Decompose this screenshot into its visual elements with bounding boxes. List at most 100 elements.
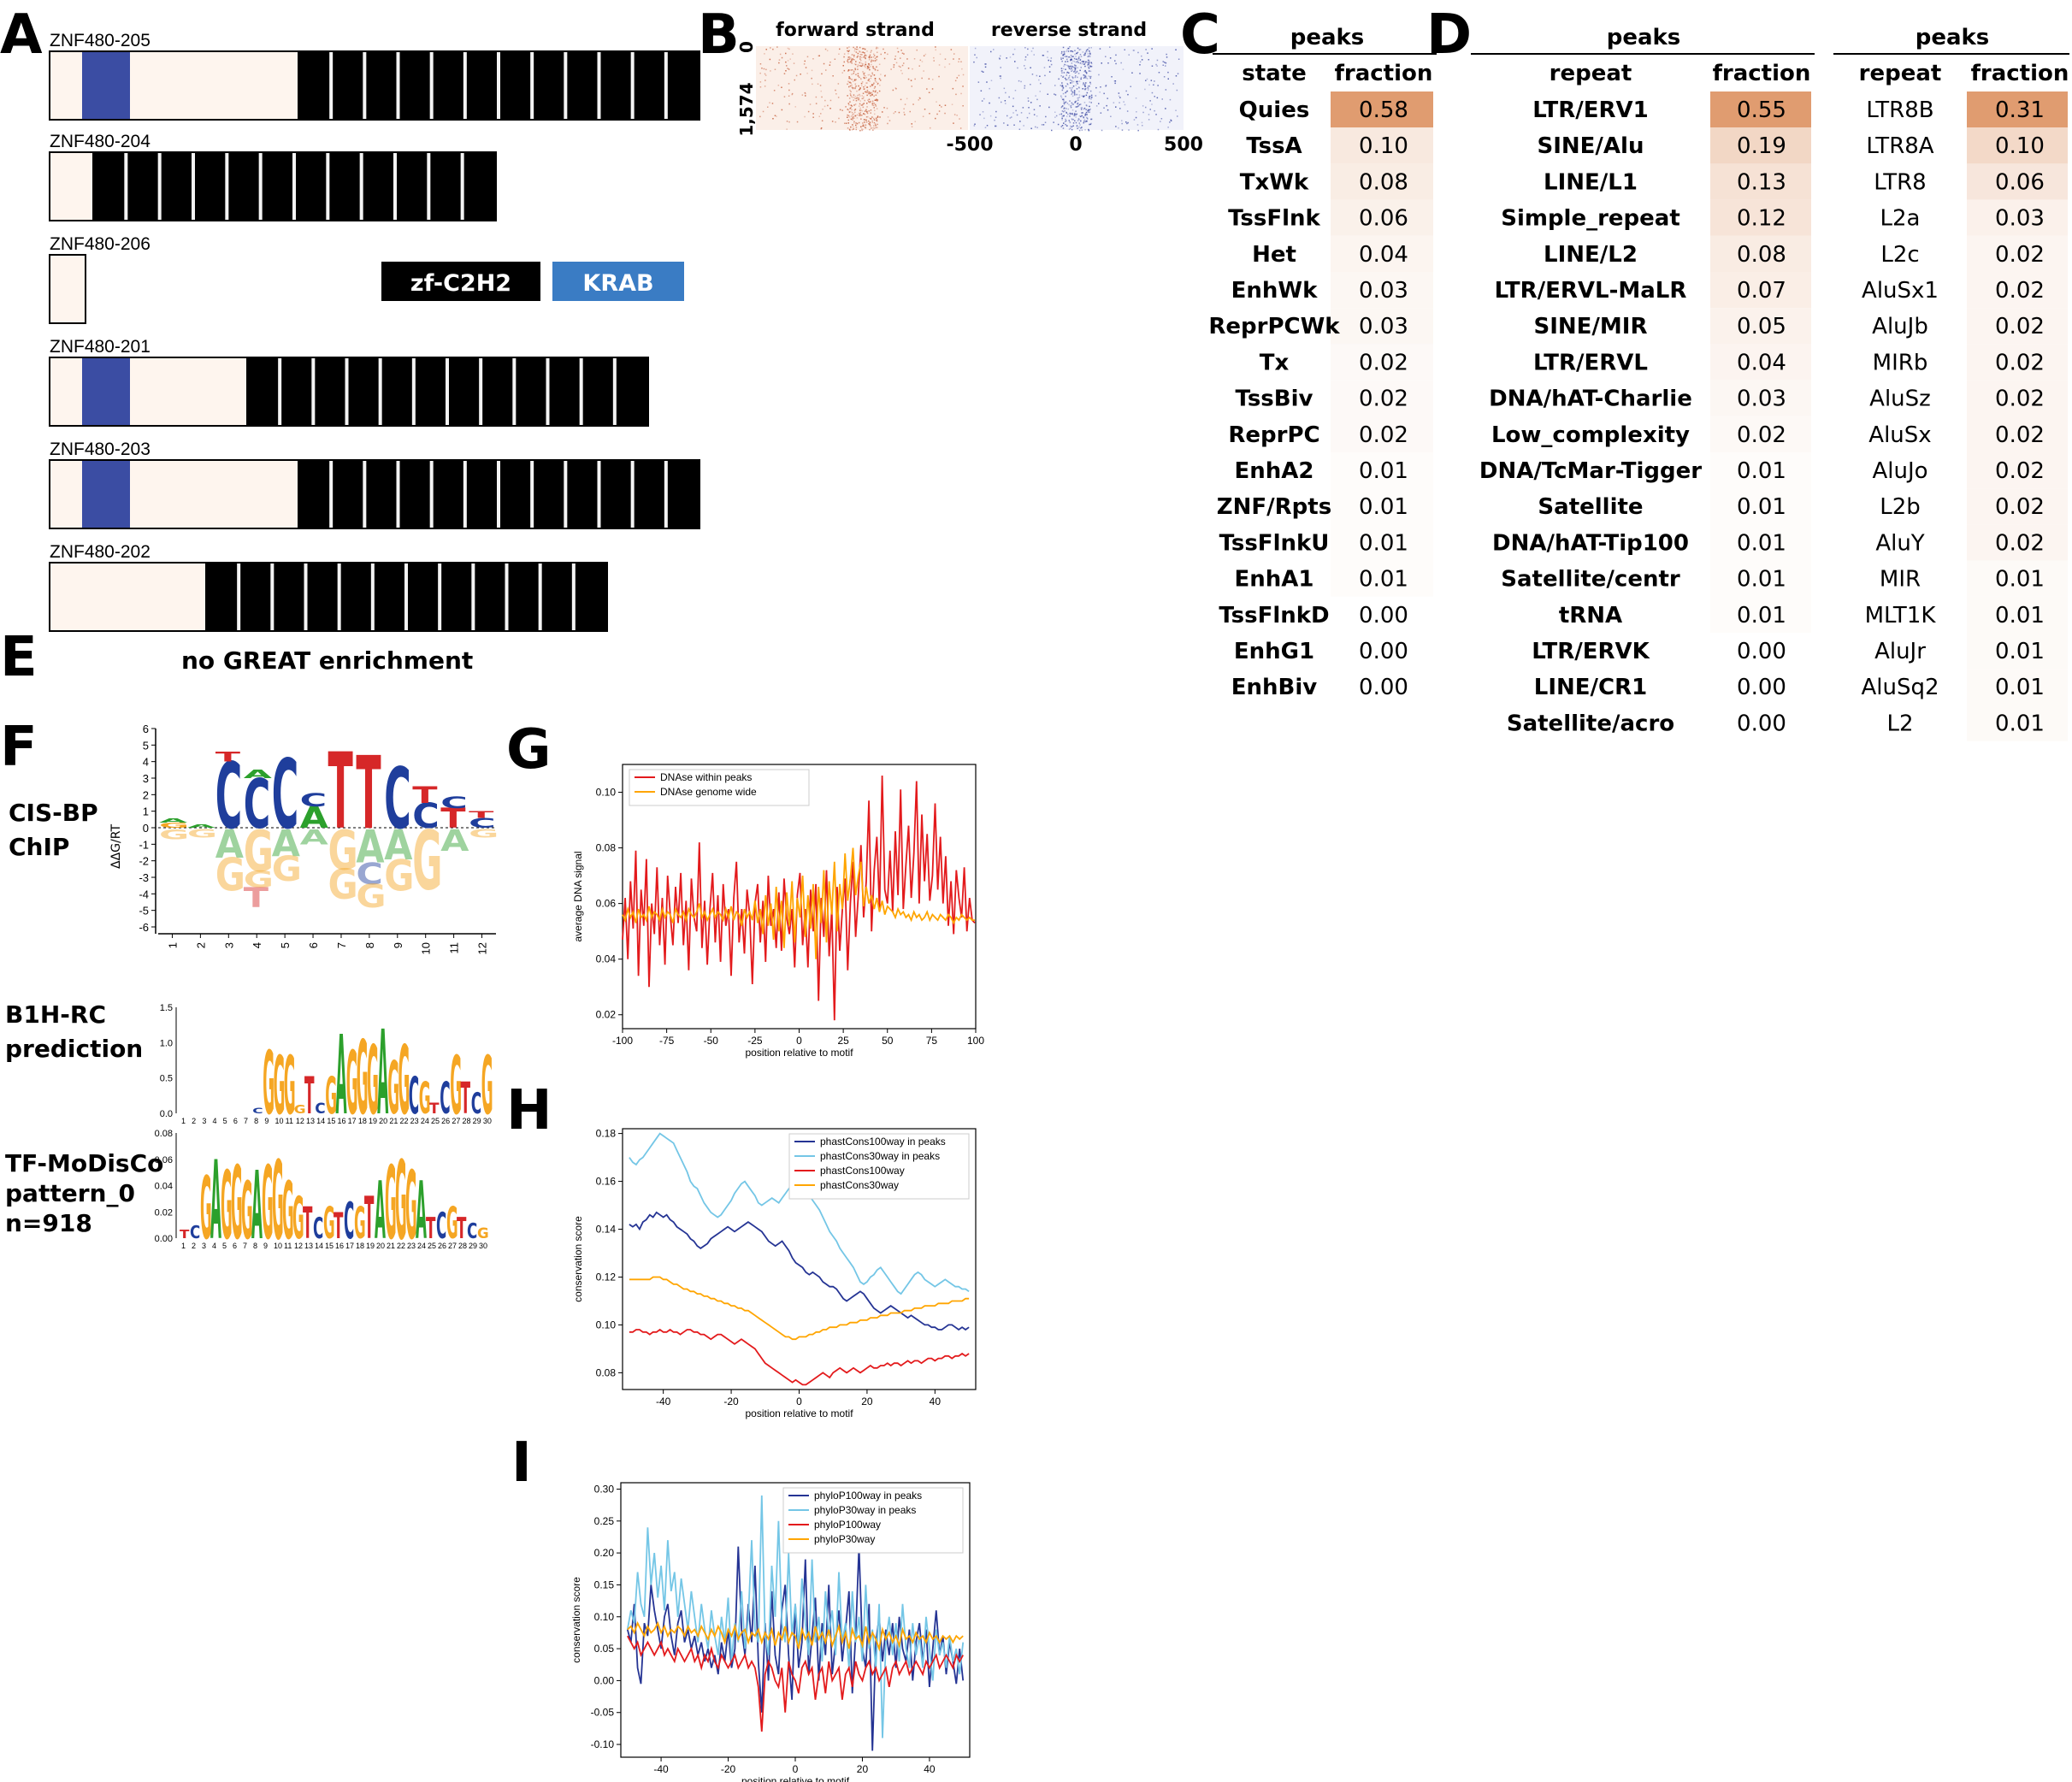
forward-read-mark xyxy=(847,119,849,121)
table-fraction-cell xyxy=(1967,669,2068,705)
forward-read-mark xyxy=(862,125,865,127)
cisbp-y-tick-label: 4 xyxy=(143,756,149,769)
reverse-read-mark xyxy=(1074,68,1076,70)
reverse-read-mark xyxy=(1090,47,1092,49)
motif-letter-A: A xyxy=(272,823,300,865)
zf-c2h2-separator xyxy=(505,564,509,630)
table-row-fraction: 0.01 xyxy=(1995,567,2045,593)
forward-read-mark xyxy=(792,53,794,55)
reverse-read-mark xyxy=(1077,57,1080,59)
reverse-read-mark xyxy=(1125,121,1127,123)
reverse-read-mark xyxy=(1082,51,1084,53)
chart-g-x-tick-label: 25 xyxy=(837,1035,849,1047)
reverse-read-mark xyxy=(1136,124,1139,126)
forward-read-mark xyxy=(898,111,900,114)
forward-read-mark xyxy=(868,56,870,58)
forward-read-mark xyxy=(869,92,871,95)
table-row-fraction: 0.01 xyxy=(1995,675,2045,700)
reverse-read-mark xyxy=(1078,103,1081,106)
forward-read-mark xyxy=(874,60,877,62)
reverse-read-mark xyxy=(1083,108,1085,110)
reverse-read-mark xyxy=(976,56,977,59)
forward-read-mark xyxy=(853,56,855,58)
reverse-read-mark xyxy=(1084,62,1086,64)
motif-label-b1h: B1H-RC prediction xyxy=(5,1000,143,1063)
forward-read-mark xyxy=(804,91,806,94)
forward-read-mark xyxy=(865,124,867,127)
forward-read-mark xyxy=(853,128,854,130)
forward-read-mark xyxy=(873,53,875,56)
zf-c2h2-separator xyxy=(370,564,375,630)
forward-read-mark xyxy=(829,62,831,63)
reverse-read-mark xyxy=(1146,78,1148,80)
forward-read-mark xyxy=(853,115,854,118)
forward-read-mark xyxy=(864,77,865,80)
forward-read-mark xyxy=(825,69,827,71)
reverse-read-mark xyxy=(1083,77,1085,79)
forward-read-mark xyxy=(875,125,877,127)
table-row-name: AluSx xyxy=(1868,422,1931,448)
reverse-read-mark xyxy=(1058,78,1060,80)
reverse-read-mark xyxy=(1165,65,1166,67)
forward-read-mark xyxy=(859,103,861,105)
table-column-header: fraction xyxy=(1713,61,1811,86)
forward-read-mark xyxy=(852,114,853,115)
forward-read-mark xyxy=(944,66,946,68)
reverse-read-mark xyxy=(1083,95,1085,97)
reverse-read-mark xyxy=(1000,55,1001,57)
forward-read-mark xyxy=(850,115,853,117)
forward-read-mark xyxy=(849,85,852,87)
forward-read-mark xyxy=(859,111,862,114)
forward-read-mark xyxy=(781,56,783,59)
forward-read-mark xyxy=(875,94,877,96)
forward-read-mark xyxy=(857,98,859,101)
reverse-read-mark xyxy=(1099,91,1101,93)
reverse-read-mark xyxy=(1074,102,1076,103)
forward-read-mark xyxy=(907,68,910,69)
motif-label-modisco-line1: TF-MoDisCo xyxy=(5,1149,163,1177)
reverse-read-mark xyxy=(1087,89,1089,91)
forward-read-mark xyxy=(774,68,776,70)
reverse-read-mark xyxy=(1063,122,1065,124)
forward-read-mark xyxy=(864,91,866,93)
reverse-read-mark xyxy=(1035,95,1036,97)
forward-read-mark xyxy=(918,65,920,67)
reverse-read-mark xyxy=(1163,76,1166,78)
reverse-read-mark xyxy=(1062,46,1065,49)
forward-read-mark xyxy=(874,103,877,106)
forward-read-mark xyxy=(869,121,871,123)
forward-read-mark xyxy=(866,50,868,52)
table-row-name: TssA xyxy=(1246,133,1302,159)
reverse-read-mark xyxy=(1039,91,1041,92)
motif-letter-T: T xyxy=(440,803,466,835)
forward-read-mark xyxy=(847,70,849,72)
forward-read-mark xyxy=(781,109,783,111)
reverse-read-mark xyxy=(1071,104,1072,106)
reverse-read-mark xyxy=(977,81,980,83)
forward-read-mark xyxy=(935,46,936,48)
forward-read-mark xyxy=(955,93,957,96)
table-row-name: MLT1K xyxy=(1865,603,1937,628)
reverse-read-mark xyxy=(1030,84,1031,86)
table-row-fraction: 0.04 xyxy=(1737,350,1786,375)
table-row-fraction: 0.01 xyxy=(1995,603,2045,628)
motif-letter-A: A xyxy=(336,1014,347,1140)
reverse-read-mark xyxy=(1030,102,1032,103)
reverse-read-mark xyxy=(1089,101,1090,103)
modisco-x-tick-label: 17 xyxy=(345,1242,354,1250)
table-row-fraction: 0.02 xyxy=(1995,386,2045,412)
reverse-read-mark xyxy=(1077,59,1079,61)
forward-read-mark xyxy=(874,91,877,93)
reverse-read-mark xyxy=(1063,108,1065,109)
reverse-read-mark xyxy=(1062,54,1065,56)
reverse-read-mark xyxy=(1086,114,1088,115)
table-row-fraction: 0.02 xyxy=(1995,422,2045,448)
forward-read-mark xyxy=(850,91,852,92)
motif-letter-G: G xyxy=(477,1224,489,1242)
table-row-fraction: 0.01 xyxy=(1737,494,1786,520)
motif-letter-G: G xyxy=(367,1026,379,1136)
reverse-read-mark xyxy=(1139,61,1142,63)
reverse-read-mark xyxy=(1095,95,1097,97)
reverse-read-mark xyxy=(1169,121,1171,123)
reverse-read-mark xyxy=(1084,52,1086,55)
